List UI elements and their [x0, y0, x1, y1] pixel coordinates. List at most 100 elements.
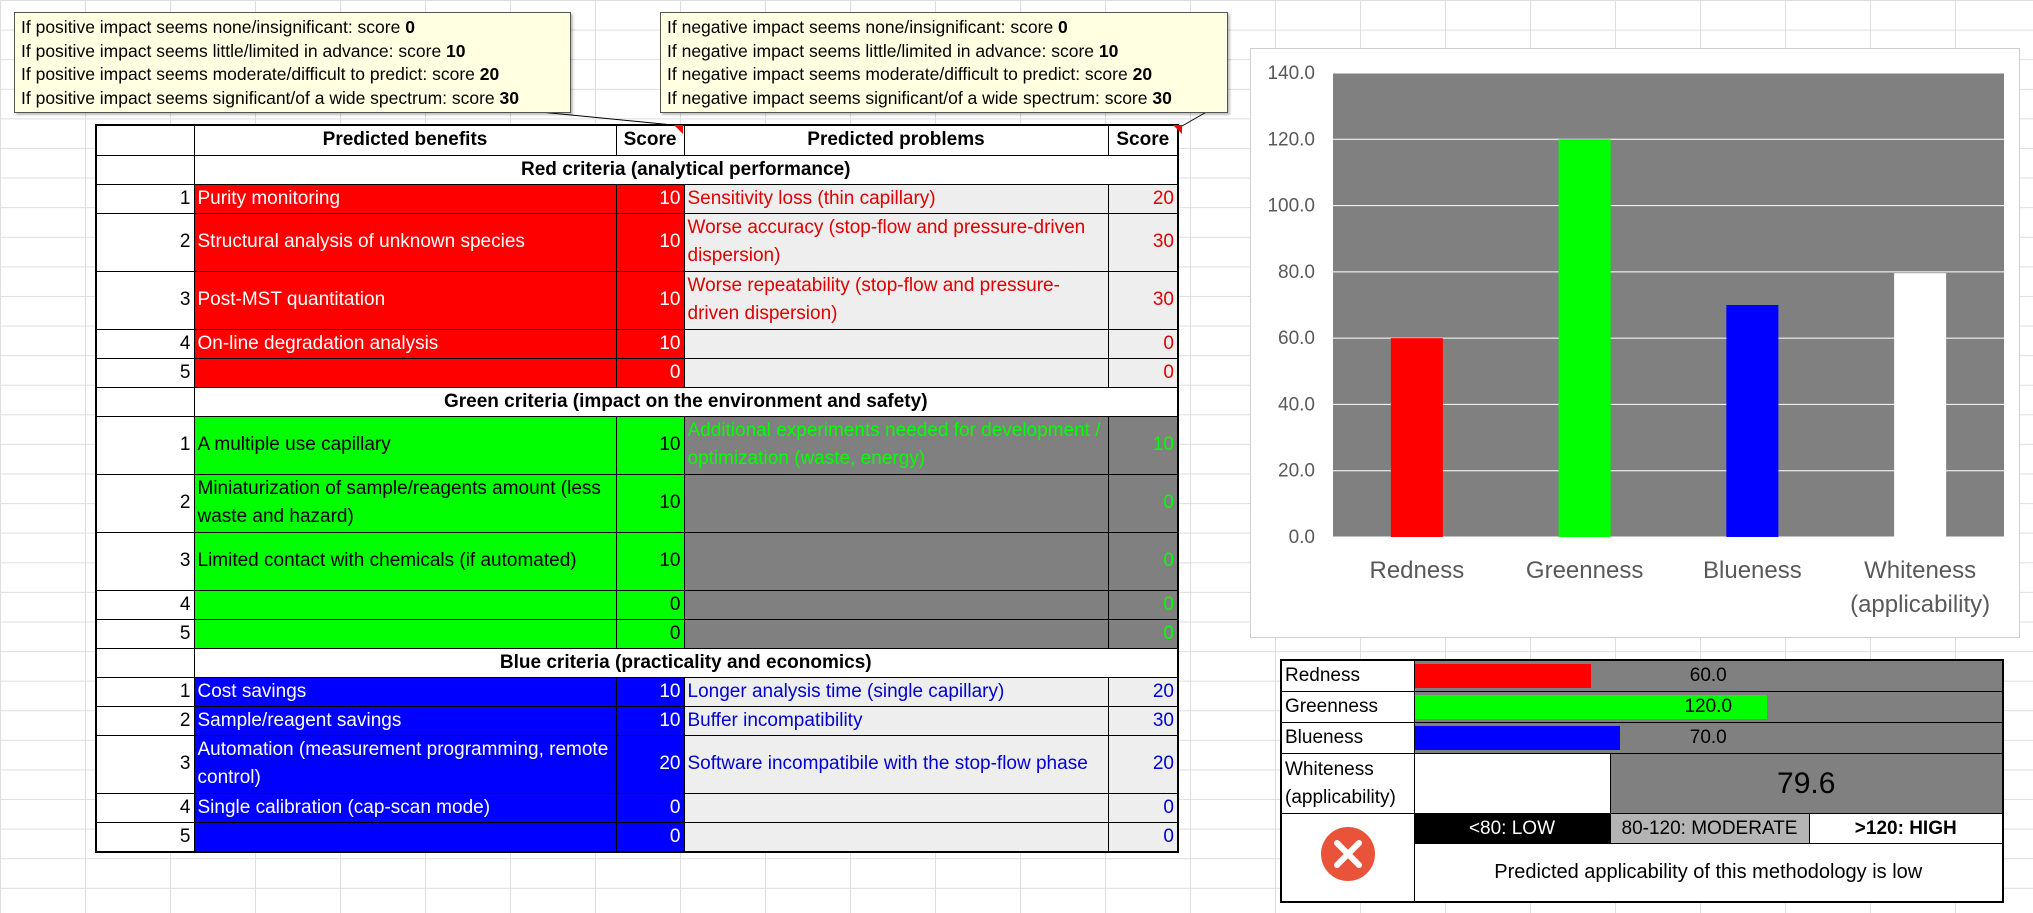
problem-score-cell[interactable]: 0: [1107, 792, 1179, 823]
problems-header: Predicted problems: [683, 124, 1109, 156]
benefit-cell[interactable]: On-line degradation analysis: [193, 328, 617, 359]
benefit-score-cell[interactable]: 0: [615, 821, 685, 852]
benefit-score-cell[interactable]: 10: [615, 183, 685, 214]
blue-criteria-title: Blue criteria (practicality and economic…: [193, 647, 1179, 678]
benefit-cell[interactable]: A multiple use capillary: [193, 415, 617, 475]
benefit-score-cell[interactable]: 10: [615, 328, 685, 359]
problem-score-cell[interactable]: 0: [1107, 821, 1179, 852]
note-line: If negative impact seems little/limited …: [667, 40, 1119, 61]
benefit-cell[interactable]: Automation (measurement programming, rem…: [193, 734, 617, 794]
problem-score-cell[interactable]: 0: [1107, 328, 1179, 359]
problem-cell[interactable]: Longer analysis time (single capillary): [683, 676, 1109, 707]
table-row: 1 Purity monitoring 10 Sensitivity loss (th…: [95, 183, 1179, 214]
x-tick-label: Blueness: [1703, 557, 1802, 584]
row-number[interactable]: 1: [95, 676, 195, 707]
bar-greenness: [1558, 139, 1611, 537]
section-spacer: [95, 647, 195, 678]
row-number[interactable]: 5: [95, 618, 195, 649]
benefit-cell[interactable]: Single calibration (cap-scan mode): [193, 792, 617, 823]
benefit-score-cell[interactable]: 10: [615, 531, 685, 591]
problem-score-cell[interactable]: 30: [1107, 212, 1179, 272]
problem-cell[interactable]: [683, 589, 1109, 620]
benefit-cell[interactable]: Cost savings: [193, 676, 617, 707]
row-number[interactable]: 5: [95, 357, 195, 388]
problem-cell[interactable]: [683, 357, 1109, 388]
benefit-cell[interactable]: [193, 589, 617, 620]
problem-cell[interactable]: Worse accuracy (stop-flow and pressure-d…: [683, 212, 1109, 272]
benefit-score-cell[interactable]: 10: [615, 212, 685, 272]
benefit-cell[interactable]: Miniaturization of sample/reagents amoun…: [193, 473, 617, 533]
problem-cell[interactable]: Worse repeatability (stop-flow and press…: [683, 270, 1109, 330]
problem-cell[interactable]: Buffer incompatibility: [683, 705, 1109, 736]
row-number[interactable]: 3: [95, 531, 195, 591]
row-number[interactable]: 1: [95, 183, 195, 214]
summary-value: 120.0: [1684, 696, 1733, 717]
benefit-cell[interactable]: Structural analysis of unknown species: [193, 212, 617, 272]
legend-moderate: 80-120: MODERATE: [1609, 813, 1810, 844]
benefit-cell[interactable]: Purity monitoring: [193, 183, 617, 214]
problem-cell[interactable]: [683, 531, 1109, 591]
problem-cell[interactable]: [683, 821, 1109, 852]
problem-cell[interactable]: [683, 618, 1109, 649]
problem-score-cell[interactable]: 0: [1107, 531, 1179, 591]
problem-cell[interactable]: Sensitivity loss (thin capillary): [683, 183, 1109, 214]
problem-score-cell[interactable]: 20: [1107, 183, 1179, 214]
row-number[interactable]: 1: [95, 415, 195, 475]
chart-canvas: 0.0 20.0 40.0 60.0 80.0 100.0 120.0 140.0 Rednes…: [1267, 63, 2004, 618]
problem-score-cell[interactable]: 0: [1107, 589, 1179, 620]
table-row: 2 Miniaturization of sample/reagents amou…: [95, 473, 1179, 533]
note-line: If negative impact seems significant/of …: [667, 87, 1172, 108]
benefit-score-cell[interactable]: 10: [615, 270, 685, 330]
y-tick-label: 20.0: [1278, 461, 1315, 482]
row-number[interactable]: 4: [95, 792, 195, 823]
row-number[interactable]: 5: [95, 821, 195, 852]
benefit-score-cell[interactable]: 20: [615, 734, 685, 794]
benefit-cell[interactable]: [193, 821, 617, 852]
problem-score-cell[interactable]: 30: [1107, 270, 1179, 330]
problem-cell[interactable]: [683, 792, 1109, 823]
benefit-score-cell[interactable]: 10: [615, 473, 685, 533]
table-row: 1 Cost savings 10 Longer analysis time (sin…: [95, 676, 1179, 707]
problem-score-cell[interactable]: 10: [1107, 415, 1179, 475]
table-row: 5 0 0: [95, 618, 1179, 649]
problem-cell[interactable]: [683, 473, 1109, 533]
problem-score-cell[interactable]: 0: [1107, 357, 1179, 388]
benefit-cell[interactable]: [193, 618, 617, 649]
row-number[interactable]: 2: [95, 212, 195, 272]
benefit-cell[interactable]: Post-MST quantitation: [193, 270, 617, 330]
row-number[interactable]: 2: [95, 473, 195, 533]
benefit-score-cell[interactable]: 0: [615, 589, 685, 620]
bar-whiteness: [1894, 273, 1947, 537]
problem-score-cell[interactable]: 30: [1107, 705, 1179, 736]
benefit-score-cell[interactable]: 10: [615, 415, 685, 475]
row-number[interactable]: 2: [95, 705, 195, 736]
benefit-cell[interactable]: Sample/reagent savings: [193, 705, 617, 736]
legend-high: >120: HIGH: [1808, 813, 2004, 844]
benefit-cell[interactable]: [193, 357, 617, 388]
row-number[interactable]: 3: [95, 734, 195, 794]
problem-score-cell[interactable]: 20: [1107, 734, 1179, 794]
note-line: If negative impact seems moderate/diffic…: [667, 64, 1153, 84]
problem-cell[interactable]: Software incompatibile with the stop-flo…: [683, 734, 1109, 794]
row-number[interactable]: 4: [95, 328, 195, 359]
benefit-score-cell[interactable]: 0: [615, 357, 685, 388]
benefit-score-cell[interactable]: 10: [615, 705, 685, 736]
benefit-score-cell[interactable]: 0: [615, 792, 685, 823]
plot-area: [1333, 73, 2004, 537]
benefit-cell[interactable]: Limited contact with chemicals (if autom…: [193, 531, 617, 591]
section-spacer: [95, 154, 195, 185]
row-number[interactable]: 3: [95, 270, 195, 330]
row-number[interactable]: 4: [95, 589, 195, 620]
problem-score-cell[interactable]: 20: [1107, 676, 1179, 707]
criteria-table: Predicted benefits Score Predicted probl…: [95, 124, 1179, 853]
note-line: If positive impact seems significant/of …: [21, 87, 519, 108]
benefit-score-cell[interactable]: 10: [615, 676, 685, 707]
whiteness-value: 79.6: [1609, 753, 2004, 814]
benefit-score-cell[interactable]: 0: [615, 618, 685, 649]
summary-row: Greenness 120.0: [1280, 691, 2004, 723]
table-row: 5 0 0: [95, 821, 1179, 852]
problem-cell[interactable]: [683, 328, 1109, 359]
problem-cell[interactable]: Additional experiments needed for develo…: [683, 415, 1109, 475]
problem-score-cell[interactable]: 0: [1107, 618, 1179, 649]
problem-score-cell[interactable]: 0: [1107, 473, 1179, 533]
